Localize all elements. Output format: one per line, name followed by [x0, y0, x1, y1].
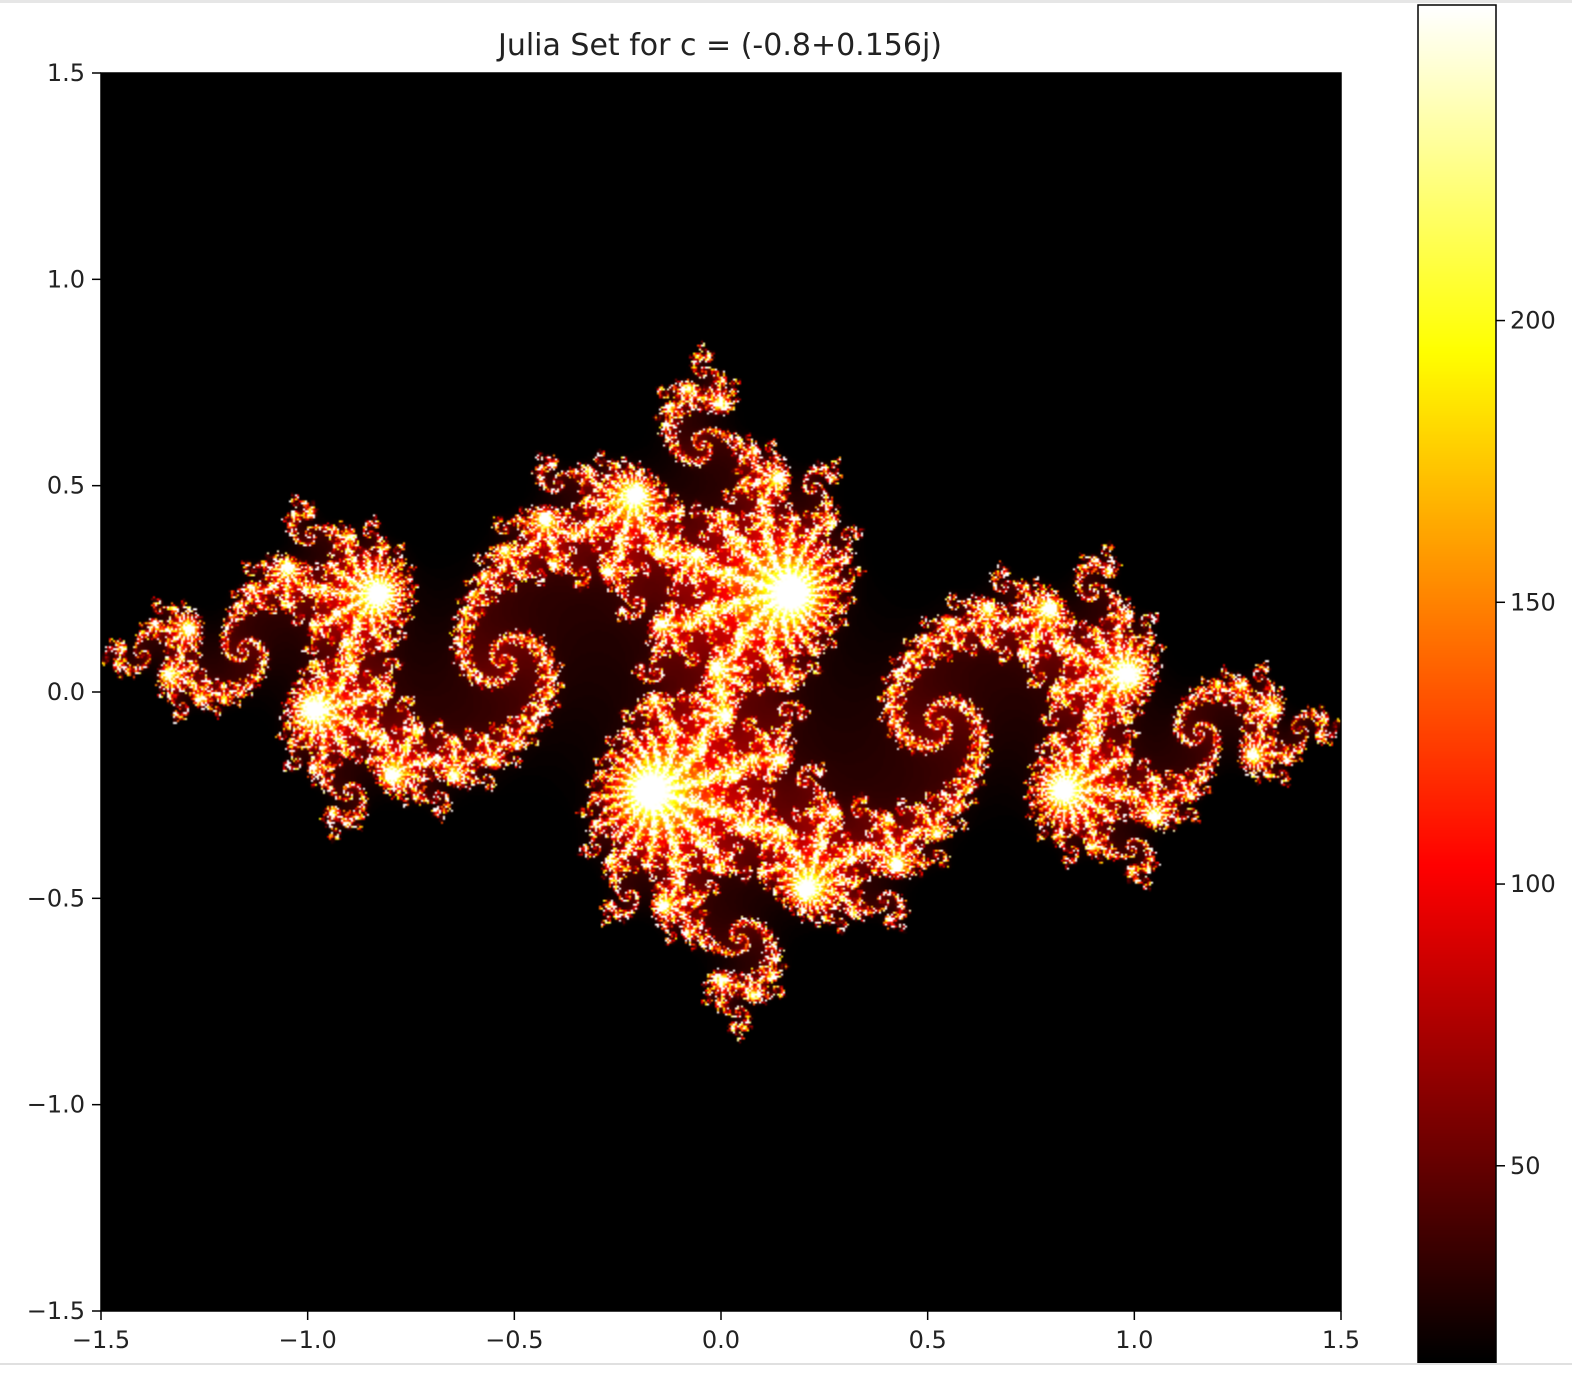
y-tick-label: −0.5 — [27, 884, 85, 912]
colorbar-gradient — [1418, 5, 1496, 1363]
x-tick-label: −1.0 — [279, 1326, 337, 1354]
y-tick-label: 1.5 — [47, 59, 85, 87]
x-tick-label: 0.0 — [702, 1326, 740, 1354]
julia-heatmap — [101, 73, 1341, 1311]
colorbar-tick-label: 50 — [1510, 1152, 1541, 1180]
x-tick-label: −1.5 — [72, 1326, 130, 1354]
x-tick-label: −0.5 — [485, 1326, 543, 1354]
x-tick-label: 1.5 — [1322, 1326, 1360, 1354]
y-tick-label: 0.5 — [47, 472, 85, 500]
chart-title: Julia Set for c = (-0.8+0.156j) — [496, 28, 942, 63]
x-axis: −1.5 −1.0 −0.5 0.0 0.5 1.0 1.5 — [72, 1311, 1360, 1354]
y-axis: 1.5 1.0 0.5 0.0 −0.5 −1.0 −1.5 — [27, 59, 101, 1325]
y-tick-label: 1.0 — [47, 265, 85, 293]
colorbar-axis: 200 150 100 50 — [1496, 307, 1556, 1180]
y-tick-label: −1.5 — [27, 1297, 85, 1325]
colorbar-tick-label: 150 — [1510, 588, 1556, 616]
colorbar-tick-label: 100 — [1510, 870, 1556, 898]
top-border — [0, 0, 1572, 3]
bottom-border — [0, 1363, 1572, 1365]
y-tick-label: −1.0 — [27, 1091, 85, 1119]
x-tick-label: 1.0 — [1115, 1326, 1153, 1354]
x-tick-label: 0.5 — [909, 1326, 947, 1354]
y-tick-label: 0.0 — [47, 678, 85, 706]
colorbar-tick-label: 200 — [1510, 307, 1556, 335]
